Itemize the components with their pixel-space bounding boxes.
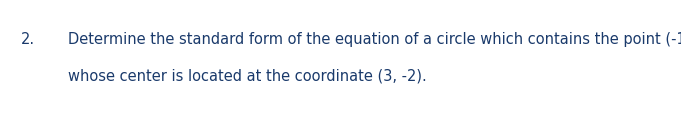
Text: Determine the standard form of the equation of a circle which contains the point: Determine the standard form of the equat… bbox=[68, 32, 681, 47]
Text: whose center is located at the coordinate (3, -2).: whose center is located at the coordinat… bbox=[68, 68, 427, 83]
Text: 2.: 2. bbox=[20, 32, 35, 47]
